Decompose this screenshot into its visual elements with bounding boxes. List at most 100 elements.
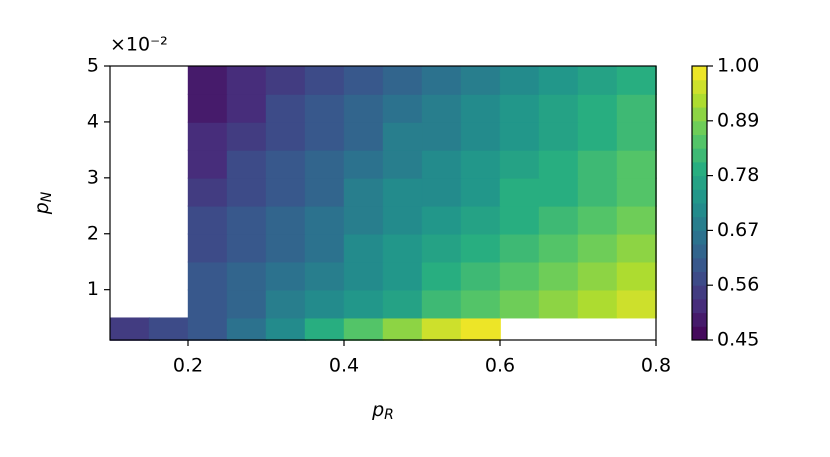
contour-cell (187, 317, 228, 341)
contour-cell (343, 317, 384, 341)
contour-cell (538, 289, 579, 319)
contour-cell (343, 261, 384, 291)
contour-cell (304, 65, 345, 95)
contour-cell (343, 93, 384, 123)
colorbar-band (692, 312, 707, 327)
contour-cell (577, 121, 618, 151)
contour-cell (265, 233, 306, 263)
contour-cell (538, 121, 579, 151)
contour-cell (499, 205, 540, 235)
contour-cell (577, 93, 618, 123)
contour-cell (577, 149, 618, 179)
colorbar-band (692, 298, 707, 314)
y-tick-label: 3 (87, 166, 99, 188)
contour-cell (265, 289, 306, 319)
contour-cell (421, 261, 462, 291)
y-axis-label: pN (31, 191, 56, 215)
contour-cell (382, 233, 423, 263)
contour-cell (421, 205, 462, 235)
contour-cell (616, 65, 657, 95)
contour-cell (265, 149, 306, 179)
contour-cell (265, 177, 306, 207)
contour-cell (538, 177, 579, 207)
contour-cell (109, 317, 150, 341)
contour-cell (226, 121, 267, 151)
colorbar-band (692, 79, 707, 94)
contour-cell (460, 149, 501, 179)
contour-cell (421, 149, 462, 179)
y-label-base: p (31, 202, 53, 215)
colorbar-band (692, 175, 707, 190)
contour-cell (343, 121, 384, 151)
colorbar-tick-label: 0.56 (717, 274, 759, 296)
contour-cell (538, 205, 579, 235)
contour-cell (343, 289, 384, 319)
contour-cell (382, 177, 423, 207)
x-axis-label: pR (371, 399, 394, 424)
contour-cell (460, 261, 501, 291)
colorbar-frame (691, 65, 708, 341)
contour-cell (304, 317, 345, 341)
plot-frame (109, 65, 657, 341)
contour-cell (616, 205, 657, 235)
y-label-sub: N (39, 191, 55, 202)
contour-cell (616, 289, 657, 319)
colorbar-band (692, 271, 707, 286)
contour-cell (616, 121, 657, 151)
contour-cell (226, 289, 267, 319)
contour-cell (226, 317, 267, 341)
contour-cell (538, 233, 579, 263)
contour-cell (577, 205, 618, 235)
contour-cell (382, 65, 423, 95)
contour-cell (304, 121, 345, 151)
contour-cell (187, 93, 228, 123)
contour-cell (460, 289, 501, 319)
y-tick-label: 2 (87, 222, 99, 244)
contour-cell (538, 65, 579, 95)
contour-cell (577, 233, 618, 263)
colorbar-tick-label: 1.00 (717, 55, 759, 77)
contour-cell (538, 149, 579, 179)
contour-cell (616, 261, 657, 291)
contour-cell (382, 121, 423, 151)
contour-cell (304, 233, 345, 263)
contour-cell (343, 149, 384, 179)
contour-cell (460, 233, 501, 263)
contour-cell (187, 177, 228, 207)
contour-cell (382, 261, 423, 291)
contour-cell (538, 261, 579, 291)
x-tick-label: 0.2 (173, 355, 203, 377)
colorbar-band (692, 120, 707, 135)
contour-cell (460, 121, 501, 151)
colorbar-band (692, 148, 707, 163)
colorbar-band (692, 203, 707, 218)
colorbar-tick-label: 0.89 (717, 109, 759, 131)
colorbar-band (692, 257, 707, 272)
contour-cell (577, 65, 618, 95)
contour-cell (187, 121, 228, 151)
colorbar-band (692, 107, 707, 122)
contour-cell (616, 149, 657, 179)
contour-cell (226, 177, 267, 207)
contour-cell (265, 317, 306, 341)
contour-cell (187, 205, 228, 235)
contour-cell (343, 233, 384, 263)
contour-cell (421, 121, 462, 151)
contour-cell (265, 205, 306, 235)
contour-cell (226, 261, 267, 291)
contour-cell (304, 261, 345, 291)
colorbar-band (692, 189, 707, 204)
contour-cell (499, 149, 540, 179)
contour-cell (304, 289, 345, 319)
contour-cell (577, 177, 618, 207)
contour-cell (499, 233, 540, 263)
contour-cell (460, 65, 501, 95)
contour-cell (265, 65, 306, 95)
y-scale-label: ×10⁻² (110, 34, 168, 56)
y-tick-label: 5 (87, 55, 99, 77)
contour-cell (382, 205, 423, 235)
colorbar-tick-label: 0.78 (717, 164, 759, 186)
colorbar-tick-label: 0.67 (717, 219, 759, 241)
colorbar-band (692, 326, 707, 341)
